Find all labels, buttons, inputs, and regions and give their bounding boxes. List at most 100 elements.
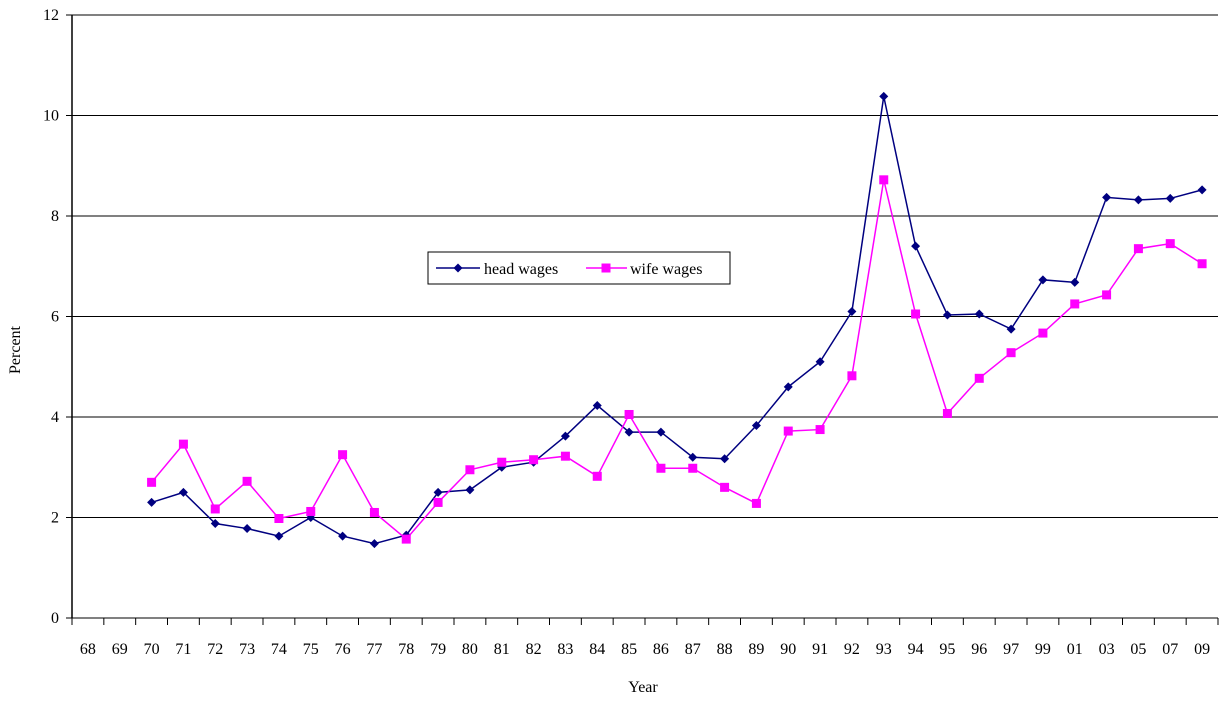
x-axis-title: Year xyxy=(628,679,658,696)
y-tick-label: 0 xyxy=(51,610,59,627)
y-tick-label: 2 xyxy=(51,510,59,527)
x-tick-label: 79 xyxy=(430,641,446,658)
series-wife-wages xyxy=(147,175,1207,543)
x-tick-label: 03 xyxy=(1099,641,1115,658)
data-point-wife-wages xyxy=(879,175,888,184)
data-point-wife-wages xyxy=(1198,259,1207,268)
y-tick-label: 4 xyxy=(51,409,59,426)
data-point-wife-wages xyxy=(1102,290,1111,299)
x-tick-label: 83 xyxy=(557,641,573,658)
x-tick-label: 88 xyxy=(717,641,733,658)
data-point-head-wages xyxy=(147,498,156,507)
data-point-wife-wages xyxy=(179,440,188,449)
x-tick-label: 05 xyxy=(1130,641,1146,658)
x-tick-label: 90 xyxy=(780,641,796,658)
x-tick-label: 94 xyxy=(908,641,924,658)
x-tick-label: 99 xyxy=(1035,641,1051,658)
x-tick-label: 85 xyxy=(621,641,637,658)
data-point-wife-wages xyxy=(529,455,538,464)
x-tick-label: 09 xyxy=(1194,641,1210,658)
data-point-wife-wages xyxy=(1166,239,1175,248)
x-tick-label: 78 xyxy=(398,641,414,658)
series-line-wife-wages xyxy=(152,180,1203,539)
x-tick-label: 80 xyxy=(462,641,478,658)
data-point-wife-wages xyxy=(402,535,411,544)
x-tick-label: 92 xyxy=(844,641,860,658)
data-point-head-wages xyxy=(1134,195,1143,204)
data-point-wife-wages xyxy=(434,498,443,507)
data-point-wife-wages xyxy=(147,478,156,487)
y-tick-label: 10 xyxy=(43,108,59,125)
data-point-wife-wages xyxy=(370,508,379,517)
y-tick-label: 8 xyxy=(51,208,59,225)
x-tick-label: 69 xyxy=(112,641,128,658)
data-point-wife-wages xyxy=(338,450,347,459)
data-point-head-wages xyxy=(847,307,856,316)
data-point-wife-wages xyxy=(975,374,984,383)
data-point-head-wages xyxy=(911,242,920,251)
x-tick-label: 68 xyxy=(80,641,96,658)
data-point-head-wages xyxy=(1102,193,1111,202)
x-tick-label: 86 xyxy=(653,641,669,658)
data-point-wife-wages xyxy=(1007,348,1016,357)
data-point-head-wages xyxy=(975,309,984,318)
data-point-wife-wages xyxy=(593,472,602,481)
data-point-wife-wages xyxy=(243,477,252,486)
data-point-wife-wages xyxy=(943,409,952,418)
x-tick-label: 74 xyxy=(271,641,287,658)
series-line-head-wages xyxy=(152,96,1203,543)
data-point-head-wages xyxy=(274,532,283,541)
data-point-head-wages xyxy=(943,310,952,319)
legend-label-wife-wages: wife wages xyxy=(630,261,702,278)
x-tick-label: 01 xyxy=(1067,641,1083,658)
data-point-wife-wages xyxy=(656,464,665,473)
y-axis-ticks: 0 2 4 6 8 10 12 xyxy=(43,7,72,627)
data-point-head-wages xyxy=(1038,275,1047,284)
data-point-wife-wages xyxy=(561,452,570,461)
data-point-head-wages xyxy=(1070,278,1079,287)
data-point-wife-wages xyxy=(752,499,761,508)
data-point-head-wages xyxy=(338,532,347,541)
x-tick-label: 89 xyxy=(748,641,764,658)
series-layer xyxy=(147,92,1207,548)
data-point-wife-wages xyxy=(211,504,220,513)
data-point-wife-wages xyxy=(1038,329,1047,338)
data-point-wife-wages xyxy=(465,465,474,474)
data-point-head-wages xyxy=(1198,185,1207,194)
x-tick-label: 77 xyxy=(366,641,382,658)
y-tick-label: 12 xyxy=(43,7,59,24)
data-point-wife-wages xyxy=(625,410,634,419)
x-tick-label: 73 xyxy=(239,641,255,658)
x-tick-label: 70 xyxy=(144,641,160,658)
x-tick-label: 97 xyxy=(1003,641,1019,658)
data-point-head-wages xyxy=(243,524,252,533)
x-tick-label: 91 xyxy=(812,641,828,658)
data-point-head-wages xyxy=(1166,194,1175,203)
x-tick-label: 82 xyxy=(526,641,542,658)
data-point-wife-wages xyxy=(847,371,856,380)
x-tick-label: 07 xyxy=(1162,641,1178,658)
legend: head wages wife wages xyxy=(428,252,730,284)
data-point-wife-wages xyxy=(306,507,315,516)
x-axis-ticks: 68 69 70 71 72 73 74 75 76 77 78 79 80 81 82 83 84 85 86 87… xyxy=(72,618,1218,658)
x-tick-label: 71 xyxy=(175,641,191,658)
y-axis-title: Percent xyxy=(7,325,24,374)
data-point-wife-wages xyxy=(816,425,825,434)
data-point-head-wages xyxy=(879,92,888,101)
x-tick-label: 96 xyxy=(971,641,987,658)
x-tick-label: 93 xyxy=(876,641,892,658)
legend-marker-wife-wages xyxy=(602,264,611,273)
data-point-wife-wages xyxy=(688,464,697,473)
y-tick-label: 6 xyxy=(51,309,59,326)
data-point-head-wages xyxy=(1007,325,1016,334)
data-point-wife-wages xyxy=(1070,299,1079,308)
legend-label-head-wages: head wages xyxy=(484,261,558,278)
x-tick-label: 84 xyxy=(589,641,605,658)
x-tick-label: 75 xyxy=(303,641,319,658)
series-head-wages xyxy=(147,92,1207,548)
data-point-wife-wages xyxy=(720,483,729,492)
x-tick-label: 95 xyxy=(939,641,955,658)
x-tick-label: 87 xyxy=(685,641,701,658)
data-point-wife-wages xyxy=(911,309,920,318)
